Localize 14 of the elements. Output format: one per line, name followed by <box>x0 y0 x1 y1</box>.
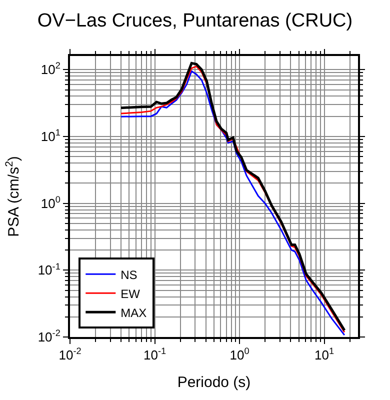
chart-title: OV−Las Cruces, Puntarenas (CRUC) <box>37 10 353 32</box>
legend-label: MAX <box>120 306 147 320</box>
y-tick-label: 10$^{0}$ <box>40 194 60 211</box>
x-tick-label: 10$^{0}$ <box>230 346 250 363</box>
y-tick-label: 10$^{1}$ <box>40 128 60 144</box>
y-tick-label: 10$^{-2}$ <box>38 328 60 345</box>
x-tick-label: 10$^{-1}$ <box>143 346 166 363</box>
x-tick-label: 10$^{-2}$ <box>58 346 82 363</box>
y-tick-label: 10$^{-1}$ <box>38 261 60 278</box>
legend-label: EW <box>120 286 141 301</box>
x-tick-label: 10$^{1}$ <box>314 346 334 363</box>
legend-label: NS <box>120 268 138 282</box>
x-axis-title: Periodo (s) <box>177 374 251 392</box>
y-tick-label: 10$^{2}$ <box>40 60 60 78</box>
